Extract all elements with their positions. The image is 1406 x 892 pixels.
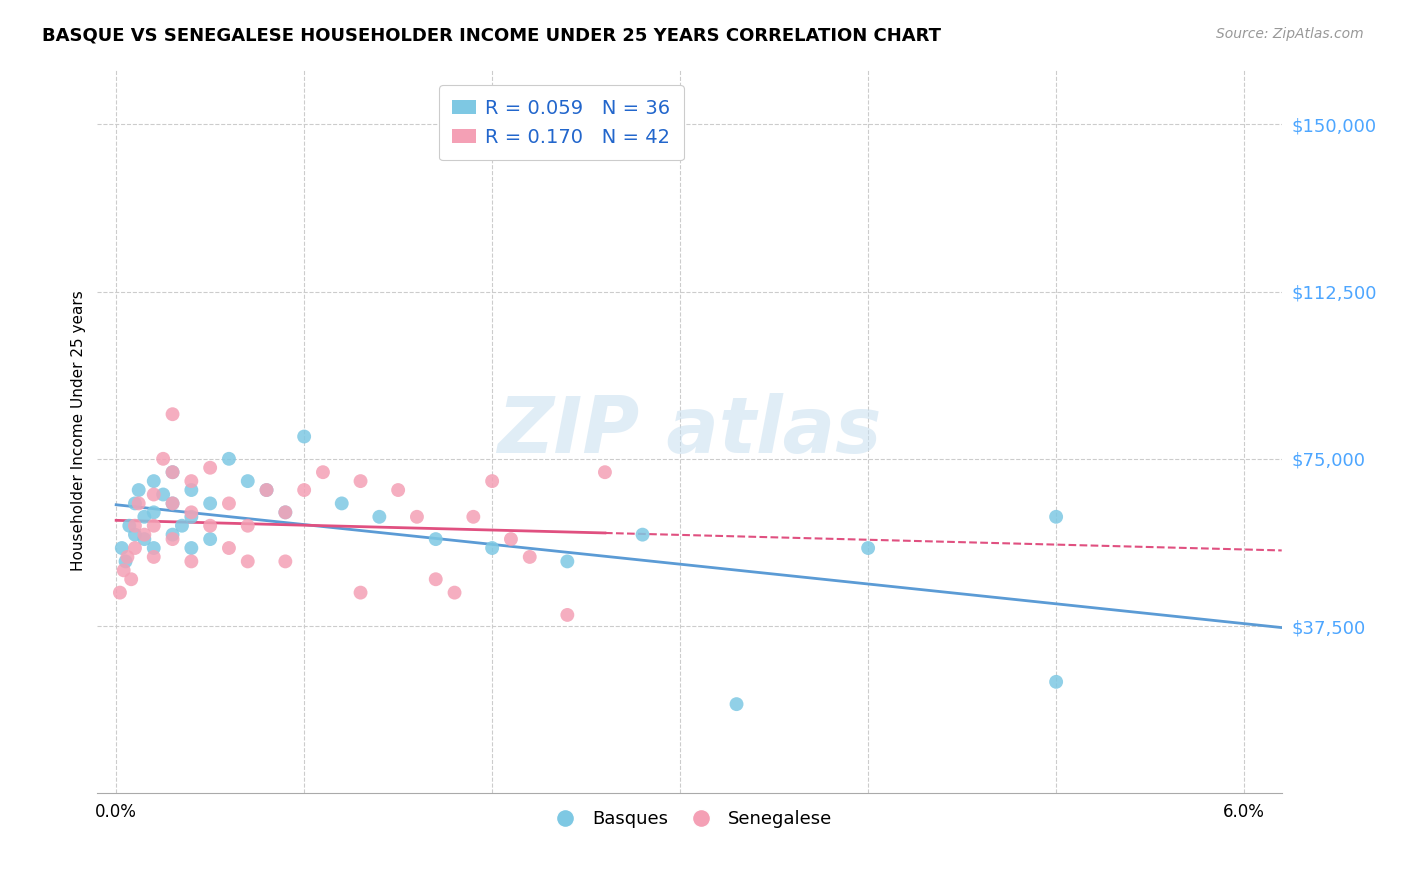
Point bbox=[124, 496, 146, 510]
Point bbox=[134, 509, 156, 524]
Y-axis label: Householder Income Under 25 years: Householder Income Under 25 years bbox=[72, 291, 86, 571]
Point bbox=[256, 483, 278, 497]
Point bbox=[162, 527, 184, 541]
Point bbox=[463, 509, 485, 524]
Text: BASQUE VS SENEGALESE HOUSEHOLDER INCOME UNDER 25 YEARS CORRELATION CHART: BASQUE VS SENEGALESE HOUSEHOLDER INCOME … bbox=[42, 27, 941, 45]
Point bbox=[162, 496, 184, 510]
Point bbox=[162, 407, 184, 421]
Point bbox=[152, 451, 174, 466]
Point bbox=[312, 465, 335, 479]
Point bbox=[425, 532, 447, 546]
Point bbox=[1045, 509, 1067, 524]
Point bbox=[274, 505, 297, 519]
Point bbox=[142, 518, 165, 533]
Point bbox=[152, 487, 174, 501]
Point bbox=[557, 607, 579, 622]
Point bbox=[124, 541, 146, 555]
Point bbox=[180, 474, 202, 488]
Point bbox=[274, 505, 297, 519]
Text: ZIP atlas: ZIP atlas bbox=[498, 393, 882, 469]
Point bbox=[114, 554, 136, 568]
Point bbox=[134, 527, 156, 541]
Point bbox=[519, 549, 541, 564]
Point bbox=[236, 554, 259, 568]
Point bbox=[112, 563, 135, 577]
Point bbox=[274, 554, 297, 568]
Point bbox=[481, 541, 503, 555]
Point bbox=[142, 549, 165, 564]
Point bbox=[499, 532, 522, 546]
Point bbox=[368, 509, 391, 524]
Point bbox=[142, 474, 165, 488]
Point bbox=[118, 518, 141, 533]
Point bbox=[180, 483, 202, 497]
Point bbox=[481, 474, 503, 488]
Point bbox=[142, 541, 165, 555]
Point bbox=[180, 505, 202, 519]
Point bbox=[443, 585, 465, 599]
Point bbox=[162, 496, 184, 510]
Point bbox=[425, 572, 447, 586]
Point bbox=[406, 509, 429, 524]
Point bbox=[198, 532, 221, 546]
Point bbox=[111, 541, 134, 555]
Point bbox=[725, 697, 748, 711]
Point bbox=[236, 474, 259, 488]
Point bbox=[170, 518, 193, 533]
Point bbox=[349, 474, 371, 488]
Point bbox=[198, 460, 221, 475]
Point bbox=[198, 518, 221, 533]
Point bbox=[292, 483, 315, 497]
Point bbox=[134, 532, 156, 546]
Point bbox=[180, 509, 202, 524]
Point bbox=[256, 483, 278, 497]
Point bbox=[387, 483, 409, 497]
Point bbox=[108, 585, 131, 599]
Point bbox=[593, 465, 616, 479]
Point bbox=[218, 496, 240, 510]
Point bbox=[856, 541, 879, 555]
Point bbox=[117, 549, 139, 564]
Point bbox=[180, 554, 202, 568]
Point bbox=[124, 518, 146, 533]
Point bbox=[236, 518, 259, 533]
Point bbox=[631, 527, 654, 541]
Point bbox=[330, 496, 353, 510]
Point bbox=[292, 429, 315, 443]
Point bbox=[162, 465, 184, 479]
Point bbox=[180, 541, 202, 555]
Point bbox=[142, 487, 165, 501]
Legend: Basques, Senegalese: Basques, Senegalese bbox=[540, 803, 839, 835]
Point bbox=[557, 554, 579, 568]
Point bbox=[218, 451, 240, 466]
Point bbox=[218, 541, 240, 555]
Point bbox=[198, 496, 221, 510]
Point bbox=[120, 572, 142, 586]
Point bbox=[142, 505, 165, 519]
Point bbox=[124, 527, 146, 541]
Point bbox=[349, 585, 371, 599]
Text: Source: ZipAtlas.com: Source: ZipAtlas.com bbox=[1216, 27, 1364, 41]
Point bbox=[128, 496, 150, 510]
Point bbox=[162, 532, 184, 546]
Point bbox=[162, 465, 184, 479]
Point bbox=[128, 483, 150, 497]
Point bbox=[1045, 674, 1067, 689]
